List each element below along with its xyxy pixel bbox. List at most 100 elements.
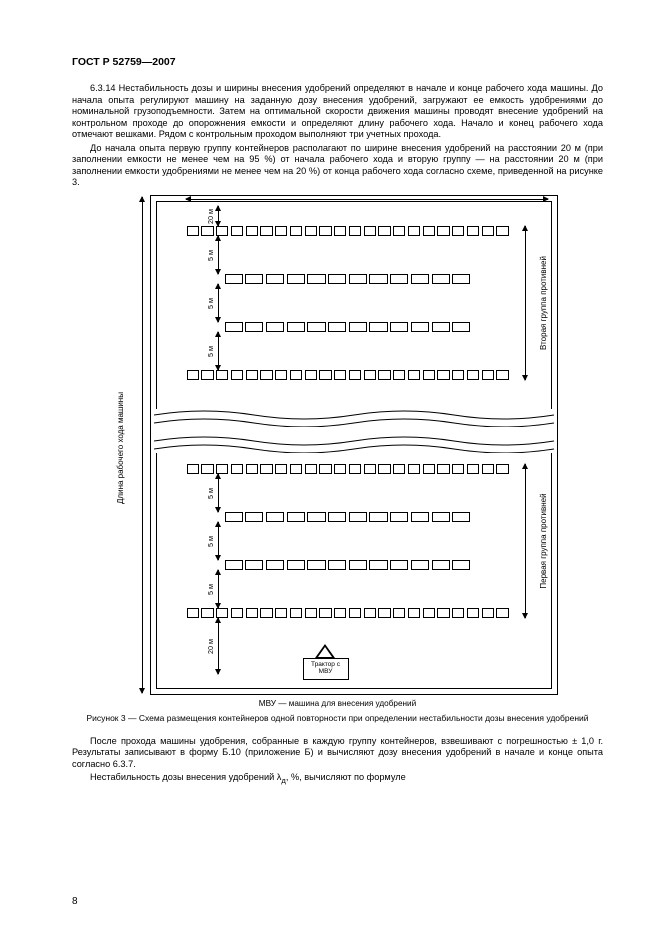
text: , %, вычисляют по формуле <box>286 772 406 782</box>
container-row <box>187 226 509 236</box>
container-cell <box>319 226 331 236</box>
container-row <box>187 370 509 380</box>
container-cell <box>266 512 284 522</box>
container-row <box>225 560 471 570</box>
container-cell <box>231 226 243 236</box>
container-cell <box>423 464 435 474</box>
container-cell <box>319 370 331 380</box>
container-cell <box>482 464 494 474</box>
container-cell <box>369 322 387 332</box>
container-cell <box>307 322 325 332</box>
container-cell <box>369 274 387 284</box>
container-cell <box>452 512 470 522</box>
container-cell <box>349 560 367 570</box>
container-cell <box>390 274 408 284</box>
container-cell <box>393 464 405 474</box>
tractor-label: Трактор с МВУ <box>303 658 349 680</box>
container-cell <box>275 370 287 380</box>
container-cell <box>452 560 470 570</box>
container-cell <box>452 274 470 284</box>
container-cell <box>231 608 243 618</box>
container-cell <box>307 560 325 570</box>
container-cell <box>275 464 287 474</box>
container-cell <box>364 464 376 474</box>
container-cell <box>290 464 302 474</box>
container-cell <box>328 274 346 284</box>
container-cell <box>452 322 470 332</box>
container-cell <box>201 608 213 618</box>
container-cell <box>423 370 435 380</box>
container-cell <box>423 226 435 236</box>
doc-header: ГОСТ Р 52759—2007 <box>72 56 603 69</box>
container-cell <box>411 512 429 522</box>
container-cell <box>408 608 420 618</box>
container-cell <box>245 274 263 284</box>
container-cell <box>482 226 494 236</box>
container-cell <box>393 226 405 236</box>
container-cell <box>201 464 213 474</box>
paragraph-after-2: Нестабильность дозы внесения удобрений λ… <box>72 772 603 785</box>
container-cell <box>432 322 450 332</box>
container-cell <box>287 560 305 570</box>
container-cell <box>408 370 420 380</box>
container-cell <box>246 464 258 474</box>
group-label-bot: Первая группа противней <box>539 476 549 606</box>
container-cell <box>266 560 284 570</box>
container-cell <box>305 608 317 618</box>
figure-note: МВУ — машина для внесения удобрений <box>72 699 603 709</box>
container-cell <box>349 370 361 380</box>
container-cell <box>290 370 302 380</box>
container-cell <box>328 512 346 522</box>
dim-arrow-width <box>186 193 548 205</box>
container-cell <box>307 512 325 522</box>
dim-label: 5 м <box>205 584 214 595</box>
container-cell <box>246 226 258 236</box>
container-cell <box>437 370 449 380</box>
container-cell <box>201 370 213 380</box>
container-cell <box>390 512 408 522</box>
y-axis-label: Длина рабочего хода машины <box>116 323 126 573</box>
container-row <box>187 608 509 618</box>
paragraph-after-1: После прохода машины удобрения, собранны… <box>72 736 603 771</box>
container-cell <box>437 464 449 474</box>
container-cell <box>266 274 284 284</box>
container-row <box>225 322 471 332</box>
container-cell <box>496 608 508 618</box>
break-line <box>154 435 554 453</box>
container-cell <box>287 512 305 522</box>
container-cell <box>364 370 376 380</box>
container-cell <box>334 370 346 380</box>
dim-label: 5 м <box>205 298 214 309</box>
container-row <box>187 464 509 474</box>
container-cell <box>467 370 479 380</box>
dim-label: 20 м <box>205 639 214 654</box>
container-cell <box>328 322 346 332</box>
group-label-top: Вторая группа противней <box>539 238 549 368</box>
container-cell <box>231 464 243 474</box>
container-cell <box>496 464 508 474</box>
container-cell <box>225 560 243 570</box>
container-cell <box>187 226 199 236</box>
container-cell <box>201 226 213 236</box>
container-row <box>225 274 471 284</box>
dim-label: 5 м <box>205 536 214 547</box>
container-cell <box>275 226 287 236</box>
dim-arrow-total <box>136 197 148 693</box>
container-cell <box>378 226 390 236</box>
container-cell <box>369 512 387 522</box>
dim-label: 20 м <box>205 209 214 224</box>
container-cell <box>216 370 228 380</box>
container-cell <box>349 608 361 618</box>
container-cell <box>467 464 479 474</box>
container-cell <box>187 608 199 618</box>
container-cell <box>452 608 464 618</box>
container-cell <box>334 226 346 236</box>
container-cell <box>393 608 405 618</box>
container-cell <box>423 608 435 618</box>
dim-label: 5 м <box>205 346 214 357</box>
container-cell <box>390 560 408 570</box>
container-cell <box>246 608 258 618</box>
container-cell <box>287 274 305 284</box>
container-cell <box>349 274 367 284</box>
container-cell <box>225 512 243 522</box>
